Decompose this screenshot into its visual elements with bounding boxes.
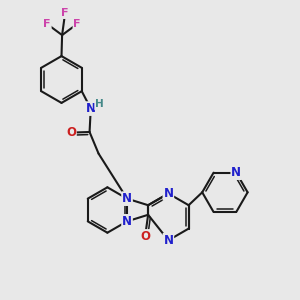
Text: O: O [66,126,76,139]
Text: N: N [231,166,241,179]
Text: N: N [164,234,173,247]
Text: N: N [122,192,132,205]
Text: F: F [61,8,69,18]
Text: N: N [122,215,132,228]
Text: O: O [140,230,150,243]
Text: H: H [95,99,104,110]
Text: F: F [43,19,51,29]
Text: N: N [164,187,173,200]
Text: N: N [86,102,96,115]
Text: F: F [73,19,81,29]
